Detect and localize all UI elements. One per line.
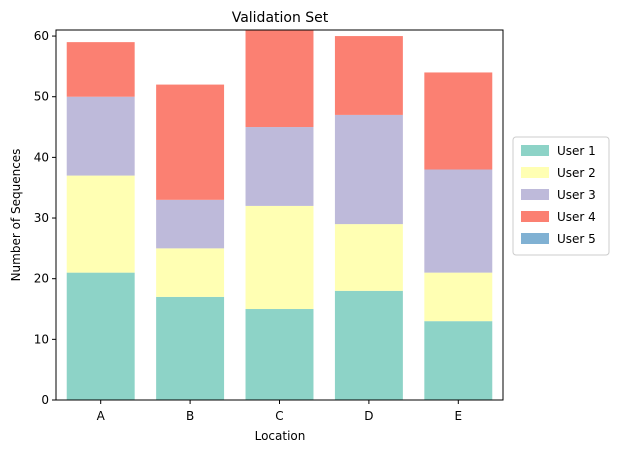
legend-swatch-user-2	[521, 167, 549, 178]
x-tick-label: E	[455, 409, 463, 423]
y-axis: 0 10 20 30 40 50 60	[34, 29, 56, 407]
bar-c-user-4	[245, 30, 314, 128]
y-axis-label: Number of Sequences	[9, 149, 23, 282]
legend-label-user-1: User 1	[557, 144, 596, 158]
bar-e-user-3	[424, 169, 493, 273]
y-tick-label: 40	[34, 150, 49, 164]
legend-label-user-5: User 5	[557, 232, 596, 246]
bar-c-user-2	[245, 205, 314, 310]
bar-e-user-4	[424, 72, 493, 170]
bar-b-user-3	[156, 199, 225, 249]
legend-swatch-user-1	[521, 145, 549, 156]
bar-a-user-3	[66, 96, 135, 176]
bar-e-user-1	[424, 321, 493, 400]
y-tick-label: 10	[34, 332, 49, 346]
x-axis-label: Location	[255, 429, 306, 443]
x-axis: A B C D E	[97, 400, 463, 423]
legend-label-user-3: User 3	[557, 188, 596, 202]
legend-box	[512, 136, 610, 256]
y-tick-label: 60	[34, 29, 49, 43]
bar-a-user-1	[66, 272, 135, 400]
bar-b-user-4	[156, 84, 225, 200]
legend-label-user-2: User 2	[557, 166, 596, 180]
legend-swatch-user-3	[521, 189, 549, 200]
bar-b-user-2	[156, 248, 225, 297]
x-tick-label: D	[364, 409, 373, 423]
bar-d-user-1	[334, 290, 403, 400]
legend-swatch-user-5	[521, 233, 549, 244]
x-tick-label: B	[186, 409, 194, 423]
bar-c-user-1	[245, 309, 314, 400]
bar-e-user-2	[424, 272, 493, 322]
x-tick-label: A	[97, 409, 106, 423]
y-tick-label: 20	[34, 272, 49, 286]
legend-label-user-4: User 4	[557, 210, 596, 224]
legend-swatch-user-4	[521, 211, 549, 222]
bar-d-user-4	[334, 36, 403, 115]
bar-d-user-3	[334, 114, 403, 225]
y-tick-label: 30	[34, 211, 49, 225]
y-tick-label: 0	[41, 393, 49, 407]
bar-a-user-4	[66, 42, 135, 97]
x-tick-label: C	[275, 409, 283, 423]
y-tick-label: 50	[34, 90, 49, 104]
bar-c-user-3	[245, 127, 314, 206]
bars-group	[66, 30, 493, 400]
bar-b-user-1	[156, 296, 225, 400]
legend: User 1 User 2 User 3 User 4 User 5	[512, 136, 610, 256]
chart-title: Validation Set	[232, 10, 329, 26]
bar-a-user-2	[66, 175, 135, 273]
bar-d-user-2	[334, 224, 403, 291]
